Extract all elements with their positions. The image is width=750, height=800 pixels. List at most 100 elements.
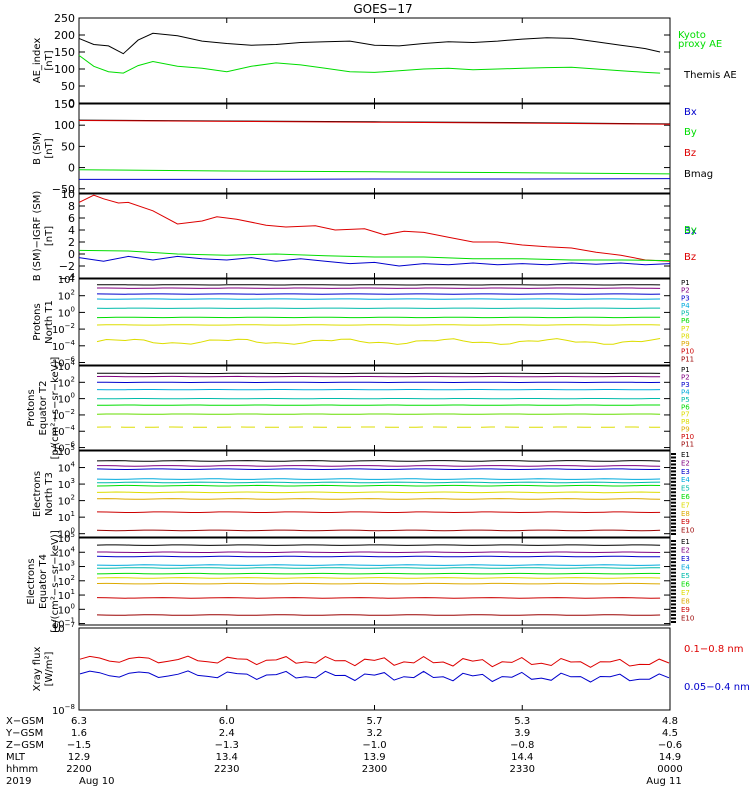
y-tick-exponent: 1 <box>71 588 75 596</box>
legend-label: P2 <box>681 287 690 295</box>
panel-frame <box>78 365 671 451</box>
y-tick-label: 0 <box>68 248 75 261</box>
legend-label: E10 <box>681 615 694 623</box>
y-tick-exponent: −7 <box>65 621 75 629</box>
y-tick-exponent: 5 <box>71 444 75 452</box>
legend-label: Themis AE <box>683 70 737 81</box>
series-line-0-05-0-4-nm <box>79 670 670 683</box>
y-tick-label: 102 <box>58 289 75 303</box>
series-line-e9 <box>96 511 661 514</box>
series-line-by <box>78 169 671 175</box>
y-axis-label: [nT] <box>44 138 55 158</box>
y-axis-label: B (SM) <box>32 132 43 165</box>
y-tick-exponent: 2 <box>71 494 75 502</box>
legend-label: 0.1−0.8 nm <box>684 644 743 655</box>
series-line-e1 <box>96 544 661 546</box>
legend-label: P3 <box>681 381 690 389</box>
y-tick-exponent: 2 <box>71 289 75 297</box>
y-tick-exponent: 0 <box>71 305 75 313</box>
y-tick-exponent: 4 <box>71 359 76 367</box>
series-line-kyoto-proxy-ae <box>78 54 661 74</box>
ephemeris-value: −0.8 <box>510 740 534 751</box>
legend-label: Bx <box>684 107 697 118</box>
legend-label: By <box>684 127 697 138</box>
ephemeris-value: Aug 11 <box>646 776 681 787</box>
y-tick-exponent: −2 <box>65 322 75 330</box>
y-tick-exponent: −8 <box>65 703 75 711</box>
legend-label: E7 <box>681 589 690 597</box>
y-tick-exponent: 2 <box>71 574 75 582</box>
y-tick-label: 150 <box>54 46 75 59</box>
legend-label: E6 <box>681 493 690 501</box>
legend-label: P5 <box>681 396 690 404</box>
ephemeris-value: 4.8 <box>662 716 678 727</box>
legend-label: P10 <box>681 433 694 441</box>
legend-label: E3 <box>681 555 690 563</box>
ephemeris-value: 1.6 <box>71 728 87 739</box>
series-line-e7 <box>96 491 661 494</box>
series-line-bz <box>78 120 671 125</box>
series-line-e1 <box>96 460 661 462</box>
ephemeris-value: 12.9 <box>68 752 90 763</box>
ephemeris-value: 13.9 <box>363 752 385 763</box>
y-tick-label: 10 <box>61 188 75 201</box>
y-axis-label: [W/m²] <box>44 651 55 686</box>
legend-label: P4 <box>681 388 690 396</box>
series-line-e5 <box>97 567 661 569</box>
series-line-bz <box>78 194 671 262</box>
ephemeris-value: 0000 <box>657 764 682 775</box>
series-line-e5 <box>97 481 661 484</box>
panel-frame <box>78 627 671 711</box>
series-line-e8 <box>96 498 661 500</box>
legend-label: Bz <box>684 252 696 263</box>
y-tick-label: 10−8 <box>52 703 75 717</box>
legend-label: E8 <box>681 510 690 518</box>
legend-label: E7 <box>681 501 690 509</box>
ephemeris-value: 13.4 <box>216 752 238 763</box>
ephemeris-value: −1.0 <box>362 740 386 751</box>
y-tick-label: −2 <box>59 260 75 273</box>
y-tick-label: −50 <box>52 183 75 196</box>
series-line-e9 <box>96 597 661 599</box>
legend-label: P8 <box>681 332 690 340</box>
ephemeris-value: 6.3 <box>71 716 87 727</box>
ephemeris-value: 4.5 <box>662 728 678 739</box>
y-tick-exponent: −4 <box>65 339 76 347</box>
ephemeris-row-label: MLT <box>6 752 26 763</box>
legend-label: E10 <box>681 527 694 535</box>
y-tick-label: 104 <box>58 461 76 475</box>
y-tick-exponent: −1 <box>65 617 75 625</box>
legend-label: E4 <box>681 476 690 484</box>
y-tick-label: 100 <box>54 63 75 76</box>
y-tick-label: 250 <box>54 12 75 25</box>
ephemeris-value: 3.2 <box>367 728 383 739</box>
y-tick-label: 2 <box>68 236 75 249</box>
series-line-e3 <box>96 555 661 558</box>
y-tick-exponent: 0 <box>71 602 75 610</box>
ephemeris-value: 2330 <box>510 764 535 775</box>
y-tick-label: 50 <box>61 140 75 153</box>
series-line-0-1-0-8-nm <box>79 655 670 668</box>
y-axis-label: [e/(cm²−s−sr−keV)] <box>50 530 61 633</box>
series-line-bx <box>78 255 671 267</box>
y-tick-exponent: 4 <box>71 461 76 469</box>
ephemeris-row-label: Y−GSM <box>5 728 43 739</box>
legend-label: Bmag <box>684 169 713 180</box>
panel-frame <box>78 17 671 104</box>
legend-label: E9 <box>681 606 690 614</box>
series-line-e3 <box>96 468 661 471</box>
ephemeris-row-label: hhmm <box>6 764 38 775</box>
y-tick-exponent: 3 <box>71 560 75 568</box>
y-tick-label: 50 <box>61 80 75 93</box>
ephemeris-value: 3.9 <box>514 728 530 739</box>
ephemeris-value: 14.4 <box>511 752 533 763</box>
y-tick-label: 10−4 <box>52 339 76 353</box>
ephemeris-value: 14.9 <box>659 752 681 763</box>
y-tick-exponent: 4 <box>71 545 76 553</box>
